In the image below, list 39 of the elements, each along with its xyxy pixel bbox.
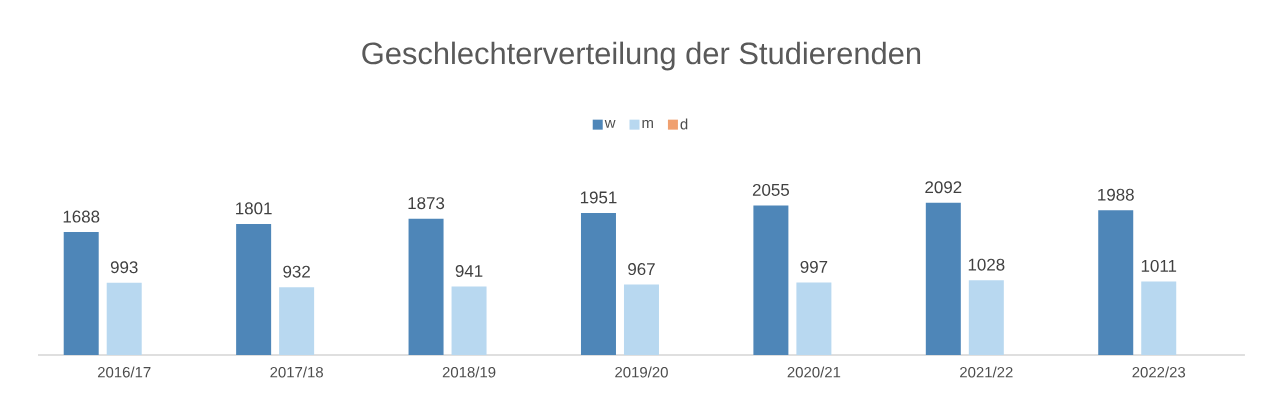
x-tick-label: 2019/20 <box>615 366 668 378</box>
bar <box>925 202 961 355</box>
bar <box>623 284 659 355</box>
data-label: 1801 <box>236 202 272 215</box>
bar <box>580 212 616 355</box>
bar <box>106 282 142 355</box>
data-label: 932 <box>283 265 310 278</box>
x-tick-label: 2020/21 <box>787 366 841 378</box>
data-label: 1011 <box>1141 259 1177 272</box>
bar <box>968 280 1004 355</box>
bar <box>796 282 832 355</box>
data-label: 1988 <box>1098 188 1134 201</box>
data-label: 2055 <box>752 183 790 196</box>
bar <box>279 287 315 355</box>
x-tick-label: 2017/18 <box>270 366 323 378</box>
legend-label: w <box>604 119 616 128</box>
legend-label: m <box>642 119 653 128</box>
chart-title: Geschlechterverteilung der Studierenden <box>362 41 921 71</box>
bar <box>63 232 99 355</box>
bar <box>236 223 272 355</box>
data-label: 1951 <box>580 191 617 204</box>
data-label: 993 <box>110 261 138 274</box>
data-label: 2092 <box>925 181 962 194</box>
data-label: 967 <box>628 263 655 276</box>
x-tick-label: 2022/23 <box>1132 366 1186 378</box>
bar <box>451 286 487 355</box>
bar <box>408 218 444 355</box>
x-tick-label: 2021/22 <box>960 366 1013 378</box>
bar <box>1141 281 1177 355</box>
data-label: 997 <box>800 260 828 273</box>
legend-label: d <box>680 118 688 130</box>
data-label: 1873 <box>408 197 445 210</box>
x-tick-label: 2018/19 <box>442 366 496 378</box>
data-label: 1028 <box>968 258 1005 271</box>
data-label: 1688 <box>63 210 100 223</box>
data-label: 941 <box>455 264 483 277</box>
x-tick-label: 2016/17 <box>97 366 151 378</box>
bar <box>1098 210 1134 355</box>
bar <box>753 205 789 355</box>
